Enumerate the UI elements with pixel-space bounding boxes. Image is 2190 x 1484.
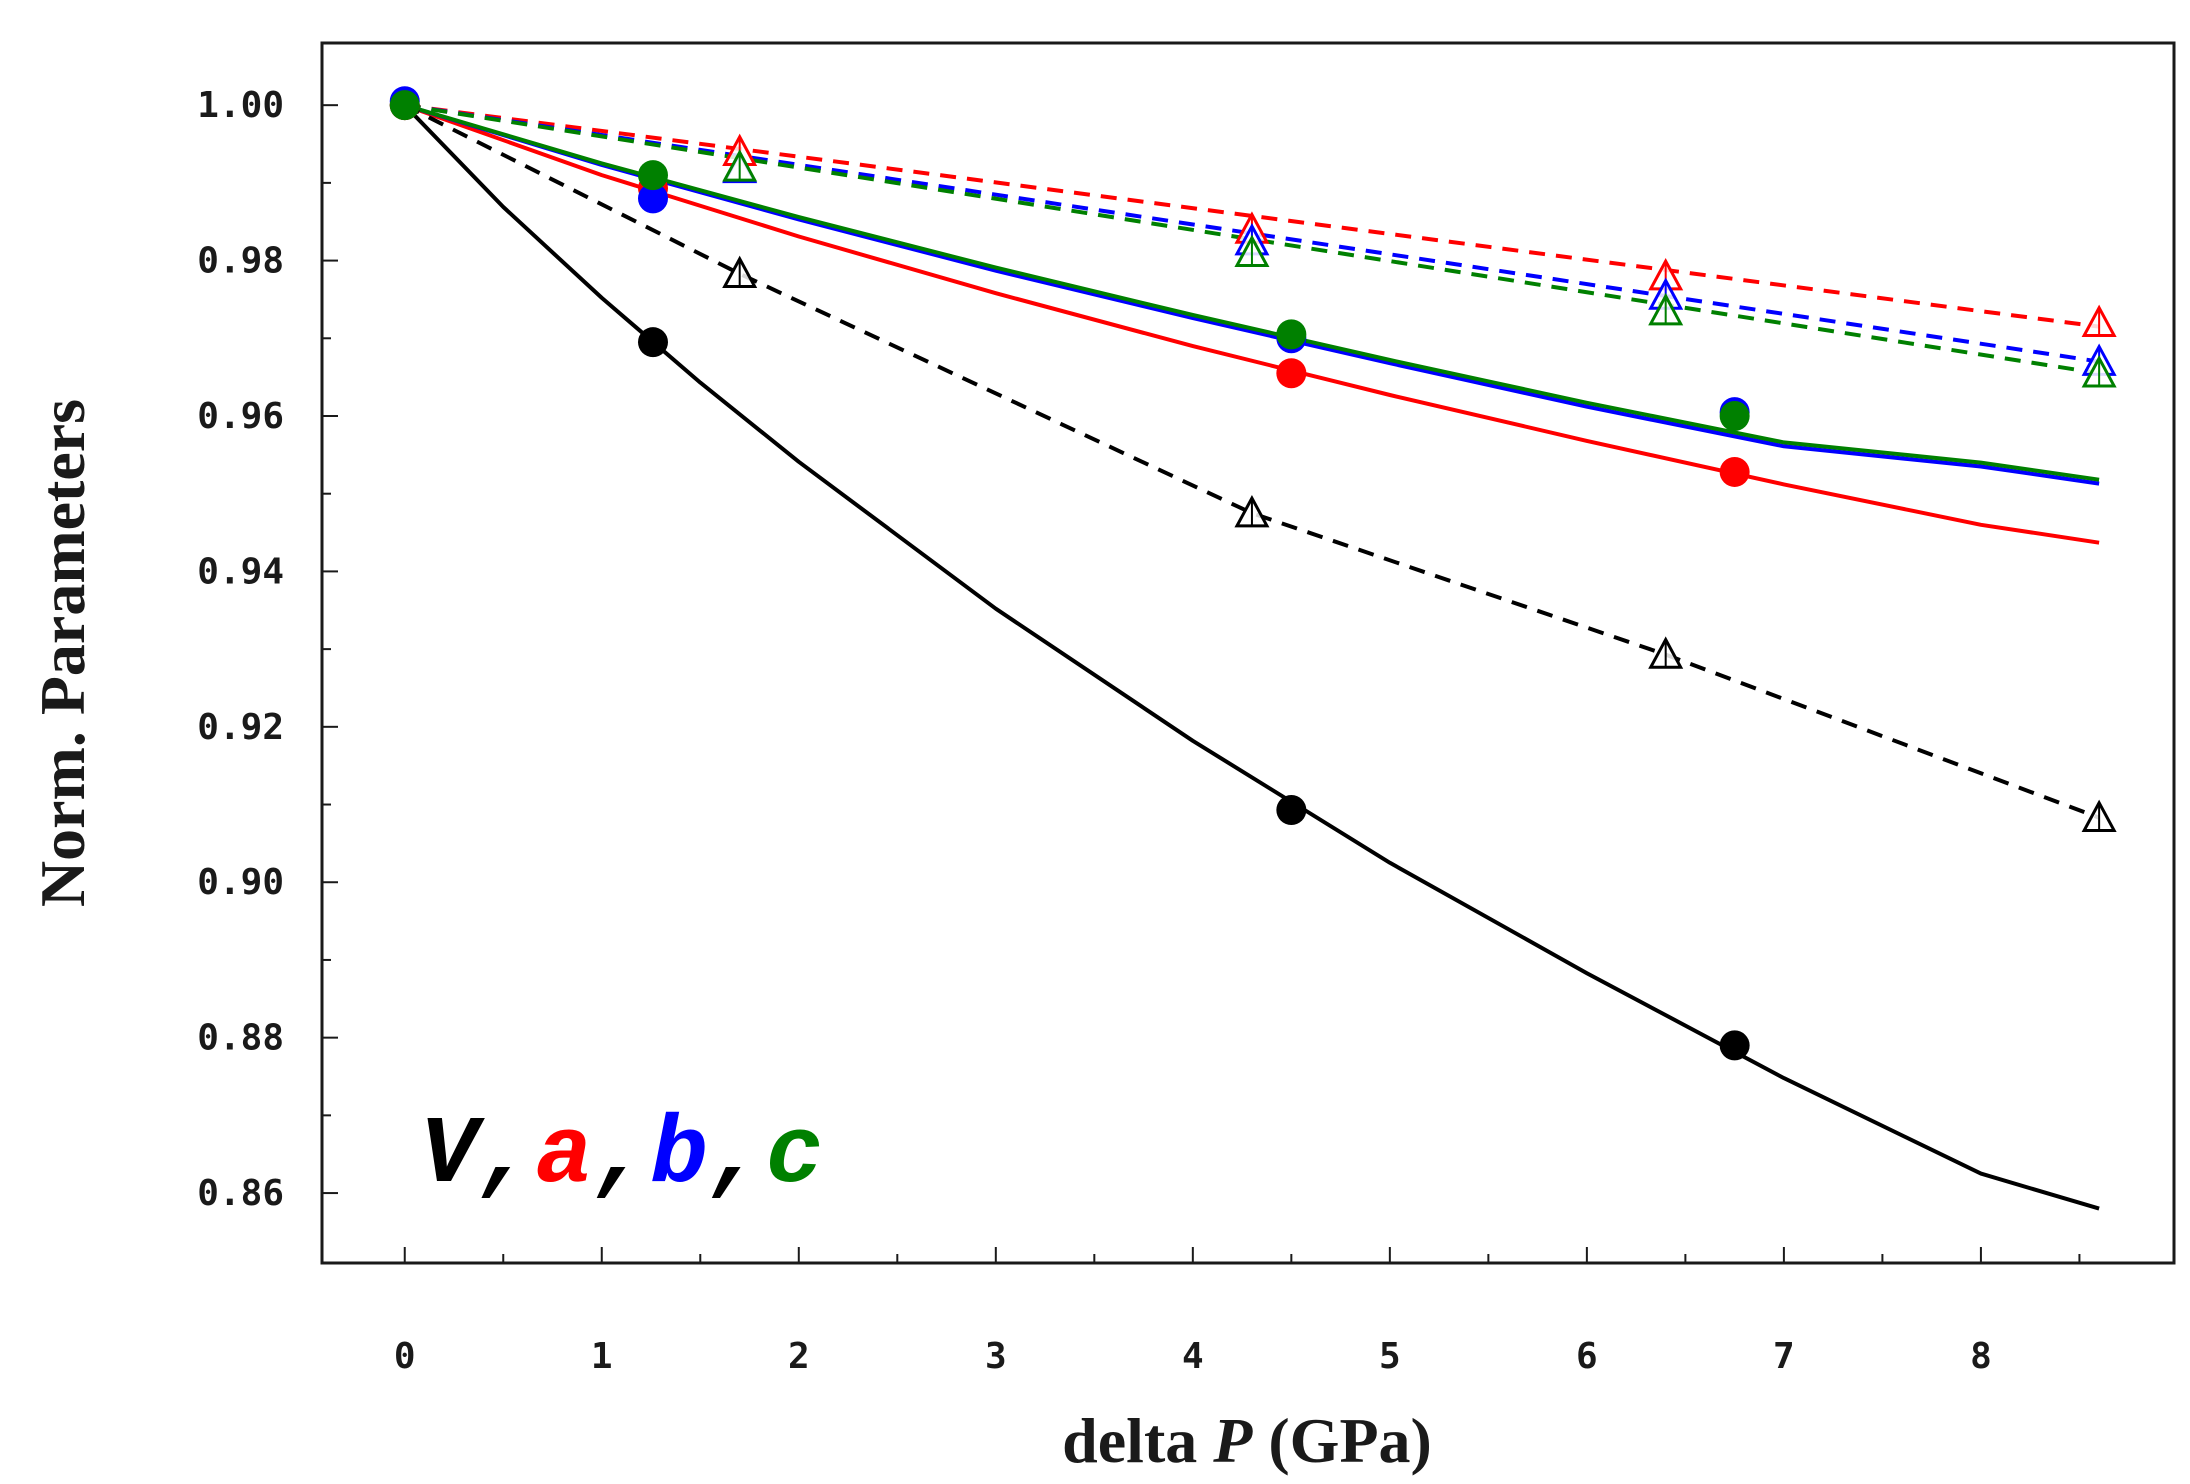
fit-line (403, 103, 2100, 1211)
legend-sep: , (593, 1101, 651, 1210)
x-tick-label: 7 (1773, 1336, 1795, 1377)
y-tick-label: 0.98 (197, 241, 284, 282)
data-point (1276, 358, 1307, 389)
data-point (1719, 1030, 1750, 1061)
data-markers (389, 86, 2117, 1061)
y-tick-label: 0.96 (197, 396, 284, 437)
data-point (637, 327, 668, 358)
x-axis-label: delta P (GPa) (1062, 1405, 1432, 1476)
tick-labels: 0 1 2 3 4 5 6 7 8 0.86 0.88 0.90 0.92 0.94 0.96 0.98 1.0… (197, 85, 1991, 1377)
legend-sep: , (708, 1101, 766, 1210)
plot-frame (320, 41, 2176, 1265)
y-tick-label: 1.00 (197, 85, 284, 126)
y-tick-label: 0.90 (197, 862, 284, 903)
legend-label-v: V (420, 1101, 485, 1210)
y-tick-label: 0.88 (197, 1018, 284, 1059)
legend-label-b: b (650, 1101, 708, 1210)
x-tick-label: 5 (1379, 1336, 1401, 1377)
legend-label-a: a (535, 1101, 593, 1210)
data-point (1276, 794, 1307, 825)
y-tick-label: 0.94 (197, 551, 284, 592)
x-tick-label: 6 (1576, 1336, 1598, 1377)
x-tick-label: 2 (788, 1336, 810, 1377)
data-point (1719, 456, 1750, 487)
y-tick-label: 0.92 (197, 707, 284, 748)
fit-lines (403, 103, 2100, 1211)
x-tick-label: 3 (985, 1336, 1007, 1377)
legend-sep: , (478, 1101, 536, 1210)
x-tick-label: 0 (394, 1336, 416, 1377)
y-tick-label: 0.86 (197, 1173, 284, 1214)
data-point (1719, 400, 1750, 431)
data-point (389, 90, 420, 121)
fit-line (404, 103, 2100, 329)
x-tick-label: 8 (1970, 1336, 1992, 1377)
axis-ticks (322, 104, 2081, 1263)
fit-line (403, 103, 2100, 820)
fit-line (404, 103, 2100, 376)
legend-label-c: c (766, 1101, 824, 1210)
y-axis-label: Norm. Parameters (27, 399, 98, 907)
data-point (637, 160, 668, 191)
data-point (637, 183, 668, 214)
data-point (1276, 319, 1307, 350)
x-tick-label: 4 (1182, 1336, 1204, 1377)
x-tick-label: 1 (591, 1336, 613, 1377)
legend: V,a,b,c (420, 1101, 823, 1210)
